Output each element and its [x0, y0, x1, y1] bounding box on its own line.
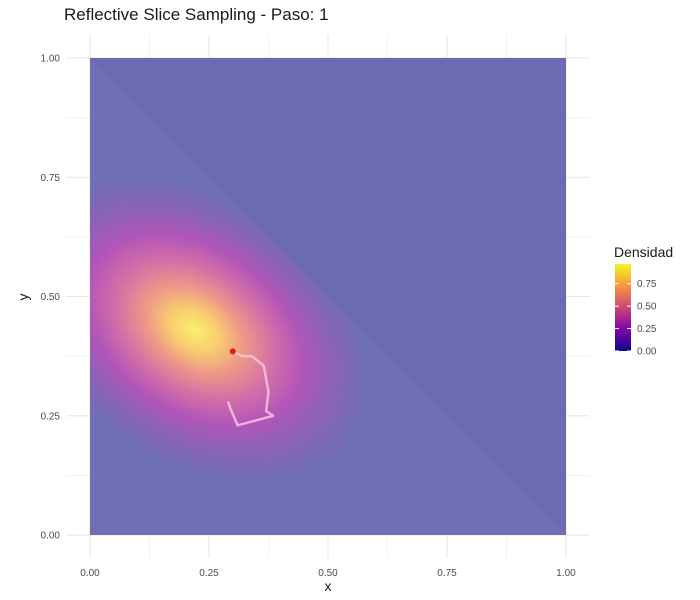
y-axis-ticks: 0.00 0.25 0.50 0.75 1.00: [41, 54, 61, 542]
x-tick-label: 1.00: [556, 568, 576, 579]
x-tick-label: 0.25: [199, 568, 219, 579]
legend-colorbar: [615, 264, 631, 351]
y-tick-label: 0.75: [41, 173, 61, 184]
legend-tick-label: 0.00: [637, 347, 657, 358]
y-tick-label: 0.50: [41, 292, 61, 303]
y-tick-label: 0.00: [41, 531, 61, 542]
x-axis-label: x: [325, 578, 332, 594]
x-axis-ticks: 0.00 0.25 0.50 0.75 1.00: [80, 568, 576, 579]
sampler-path: [226, 350, 275, 427]
legend-ticks: 0.00 0.25 0.50 0.75: [615, 279, 657, 358]
x-tick-label: 0.00: [80, 568, 100, 579]
y-tick-label: 1.00: [41, 54, 61, 65]
chart-title: Reflective Slice Sampling - Paso: 1: [64, 5, 329, 24]
legend-tick-label: 0.50: [637, 302, 657, 313]
legend-title: Densidad: [614, 244, 673, 260]
legend-tick-label: 0.75: [637, 279, 657, 290]
y-axis-label: y: [15, 294, 31, 301]
y-tick-label: 0.25: [41, 411, 61, 422]
x-tick-label: 0.75: [437, 568, 457, 579]
legend-tick-label: 0.25: [637, 324, 657, 335]
legend: Densidad 0.00 0.25 0.50 0.75: [614, 244, 673, 358]
current-sample-point: [229, 348, 236, 355]
x-tick-label: 0.50: [318, 568, 338, 579]
